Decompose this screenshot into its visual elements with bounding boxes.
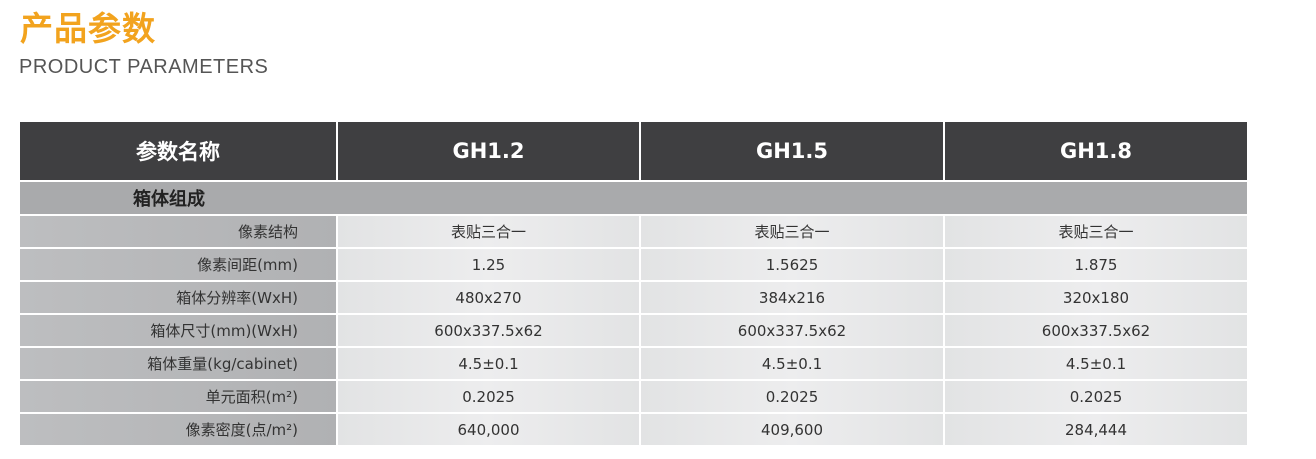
table-row: 箱体分辨率(WxH) 480x270 384x216 320x180 [20,280,1249,315]
table-row: 箱体尺寸(mm)(WxH) 600x337.5x62 600x337.5x62 600… [20,313,1249,348]
row-value: 4.5±0.1 [639,346,945,381]
row-label: 像素间距(mm) [20,247,338,282]
row-value: 1.875 [943,247,1249,282]
row-label: 箱体重量(kg/cabinet) [20,346,338,381]
row-value: 480x270 [336,280,641,315]
column-header-gh12: GH1.2 [336,122,641,182]
section-row: 箱体组成 [20,180,1249,216]
table-row: 箱体重量(kg/cabinet) 4.5±0.1 4.5±0.1 4.5±0.1 [20,346,1249,381]
row-label: 像素密度(点/m²) [20,412,338,447]
row-value: 409,600 [639,412,945,447]
row-value: 4.5±0.1 [943,346,1249,381]
column-header-gh18: GH1.8 [943,122,1249,182]
row-value: 640,000 [336,412,641,447]
row-value: 表贴三合一 [639,214,945,249]
table-row: 单元面积(m²) 0.2025 0.2025 0.2025 [20,379,1249,414]
page-subtitle: PRODUCT PARAMETERS [19,56,269,78]
row-value: 表贴三合一 [943,214,1249,249]
row-value: 4.5±0.1 [336,346,641,381]
table-row: 像素间距(mm) 1.25 1.5625 1.875 [20,247,1249,282]
row-label: 单元面积(m²) [20,379,338,414]
row-label: 像素结构 [20,214,338,249]
row-value: 0.2025 [336,379,641,414]
table-header-row: 参数名称 GH1.2 GH1.5 GH1.8 [20,122,1249,182]
row-value: 320x180 [943,280,1249,315]
column-header-parameter: 参数名称 [20,122,338,182]
section-label: 箱体组成 [20,180,1249,216]
table-row: 像素密度(点/m²) 640,000 409,600 284,444 [20,412,1249,447]
row-value: 600x337.5x62 [336,313,641,348]
row-label: 箱体分辨率(WxH) [20,280,338,315]
row-value: 600x337.5x62 [639,313,945,348]
parameters-table: 参数名称 GH1.2 GH1.5 GH1.8 箱体组成 像素结构 表贴三合一 表贴三… [20,122,1249,447]
table-row: 像素结构 表贴三合一 表贴三合一 表贴三合一 [20,214,1249,249]
row-value: 284,444 [943,412,1249,447]
row-value: 1.25 [336,247,641,282]
row-value: 1.5625 [639,247,945,282]
page-title: 产品参数 [20,9,156,48]
row-value: 0.2025 [639,379,945,414]
column-header-gh15: GH1.5 [639,122,945,182]
row-value: 表贴三合一 [336,214,641,249]
row-label: 箱体尺寸(mm)(WxH) [20,313,338,348]
row-value: 0.2025 [943,379,1249,414]
row-value: 384x216 [639,280,945,315]
row-value: 600x337.5x62 [943,313,1249,348]
